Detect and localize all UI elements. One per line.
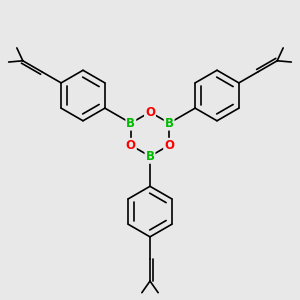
Text: B: B [126,117,135,130]
Text: O: O [145,106,155,118]
Text: B: B [165,117,174,130]
Text: O: O [126,139,136,152]
Text: O: O [164,139,174,152]
Text: B: B [146,150,154,163]
